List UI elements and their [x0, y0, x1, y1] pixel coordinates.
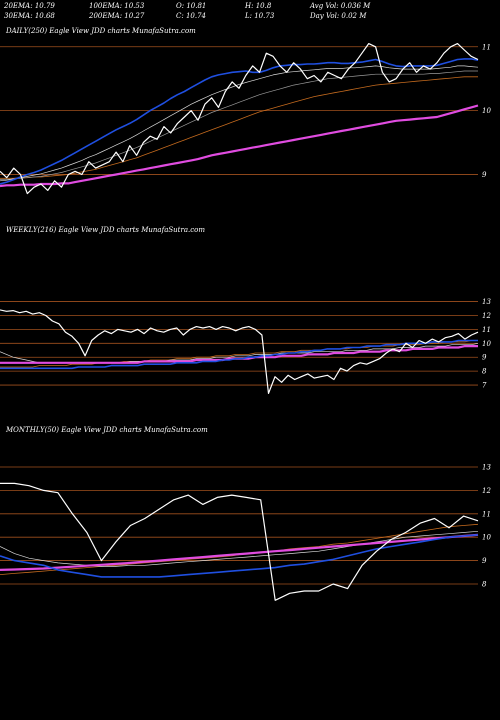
- monthly-chart: 13 12 11 10 9 8: [0, 464, 491, 601]
- header-100ema: 100EMA: 10.53: [89, 2, 145, 10]
- monthly-panel-title: MONTHLY(50) Eagle View JDD charts Munafa…: [6, 426, 208, 434]
- ema-magenta-line: [0, 533, 479, 571]
- y-tick-label: 9: [482, 557, 487, 565]
- header-avg-vol: Avg Vol: 0.036 M: [310, 2, 371, 10]
- y-tick-label: 11: [482, 510, 491, 518]
- daily-panel-title: DAILY(250) Eagle View JDD charts MunafaS…: [6, 27, 196, 35]
- y-tick-label: 9: [482, 171, 487, 179]
- ema-white-line: [0, 65, 479, 182]
- y-tick-label: 12: [482, 487, 491, 495]
- price-line: [0, 482, 479, 601]
- header-200ema: 200EMA: 10.27: [89, 12, 145, 20]
- header-20ema: 20EMA: 10.79: [4, 2, 55, 10]
- y-tick-label: 13: [482, 298, 491, 306]
- price-line: [0, 42, 479, 195]
- weekly-panel-title: WEEKLY(216) Eagle View JDD charts Munafa…: [6, 226, 206, 234]
- ema-white-line: [0, 530, 479, 567]
- y-tick-label: 8: [482, 368, 487, 376]
- price-line: [0, 309, 479, 394]
- y-tick-label: 11: [482, 326, 491, 334]
- y-tick-label: 9: [482, 354, 487, 362]
- ema-blue-line: [0, 534, 479, 578]
- ema-orange-line: [0, 76, 478, 179]
- y-tick-label: 12: [482, 312, 491, 320]
- header-close: C: 10.74: [176, 12, 206, 20]
- daily-chart: 11 10 9: [0, 42, 491, 195]
- ema-white-line: [0, 342, 479, 364]
- ema-blue-line: [0, 58, 479, 185]
- y-tick-label: 7: [482, 382, 487, 390]
- ema-magenta-line: [0, 104, 479, 188]
- y-tick-label: 8: [482, 580, 487, 588]
- ema-blue-line: [0, 339, 478, 370]
- header-30ema: 30EMA: 10.68: [4, 12, 55, 20]
- y-tick-label: 10: [482, 534, 491, 542]
- y-tick-label: 11: [482, 43, 491, 51]
- header-day-vol: Day Vol: 0.02 M: [310, 12, 367, 20]
- y-tick-label: 13: [482, 464, 491, 472]
- y-tick-label: 10: [482, 107, 491, 115]
- y-tick-label: 10: [482, 340, 491, 348]
- ema-grey-line: [0, 70, 478, 180]
- header-open: O: 10.81: [176, 2, 207, 10]
- header-low: L: 10.73: [245, 12, 275, 20]
- weekly-chart: 13 12 11 10 9 8 7: [0, 298, 491, 394]
- header-high: H: 10.8: [245, 2, 272, 10]
